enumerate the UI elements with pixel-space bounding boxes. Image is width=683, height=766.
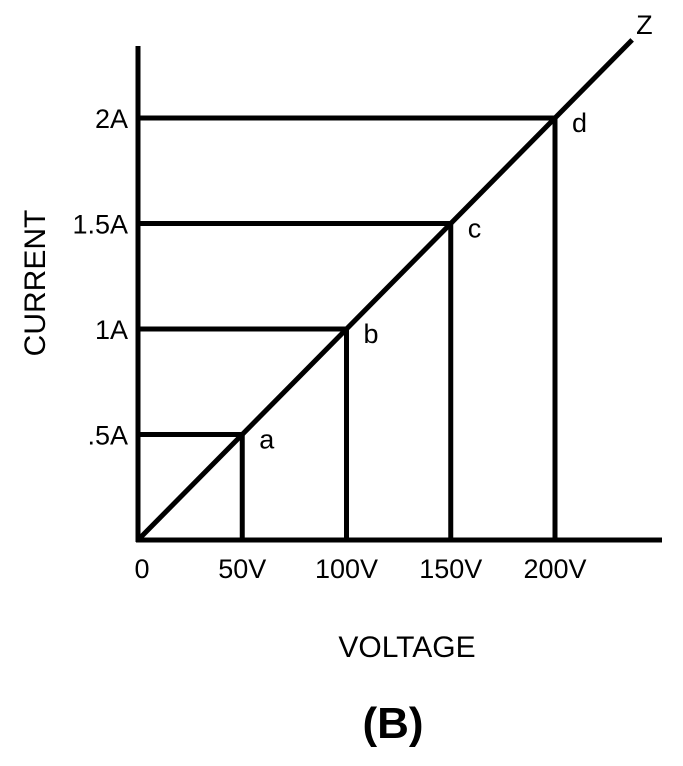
x-axis-label: VOLTAGE bbox=[338, 631, 475, 664]
point-labels: a b c d bbox=[259, 108, 587, 455]
y-tick-label: 1A bbox=[95, 315, 128, 345]
x-tick-label: 50V bbox=[218, 554, 266, 584]
series-z: Z bbox=[136, 10, 653, 542]
figure-caption: (B) bbox=[362, 699, 423, 748]
point-label-a: a bbox=[259, 425, 275, 455]
x-tick-labels: 0 50V 100V 150V 200V bbox=[134, 554, 586, 584]
x-tick-label: 100V bbox=[315, 554, 378, 584]
point-label-c: c bbox=[468, 214, 482, 244]
point-label-b: b bbox=[364, 319, 379, 349]
series-line-z bbox=[136, 38, 634, 542]
point-label-d: d bbox=[572, 108, 587, 138]
y-tick-label: .5A bbox=[87, 421, 128, 451]
x-tick-label: 200V bbox=[523, 554, 586, 584]
x-tick-label: 150V bbox=[419, 554, 482, 584]
y-tick-label: 2A bbox=[95, 104, 128, 134]
axes bbox=[135, 46, 662, 543]
guide-lines bbox=[138, 115, 558, 540]
series-label-z: Z bbox=[636, 10, 653, 40]
y-tick-label: 1.5A bbox=[72, 210, 128, 240]
y-axis-label: CURRENT bbox=[19, 210, 52, 357]
x-tick-label: 0 bbox=[134, 554, 149, 584]
y-tick-labels: .5A 1A 1.5A 2A bbox=[72, 104, 128, 451]
